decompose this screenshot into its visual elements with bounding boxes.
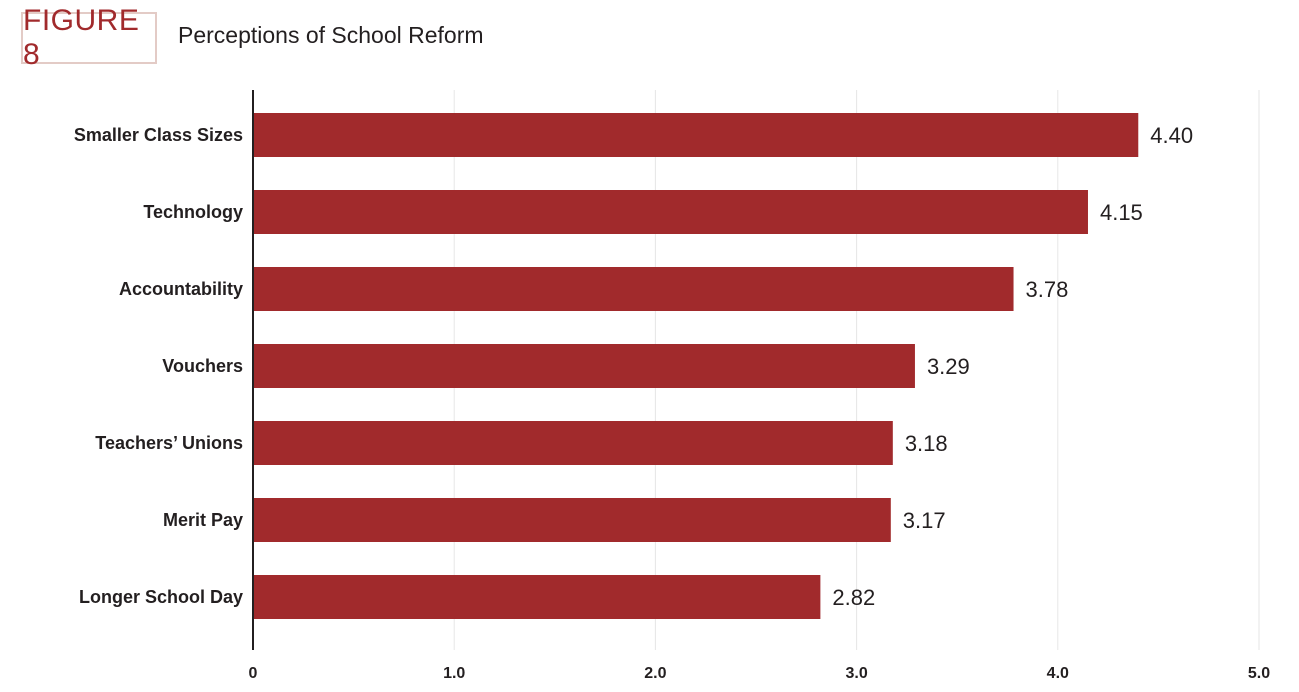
x-tick-label: 0 <box>249 665 258 682</box>
value-label: 3.18 <box>905 431 948 456</box>
figure-badge: FIGURE 8 <box>21 4 157 71</box>
category-label: Smaller Class Sizes <box>74 125 243 145</box>
x-tick-label: 1.0 <box>443 665 465 682</box>
figure-label: FIGURE 8 <box>23 4 140 71</box>
x-tick-label: 5.0 <box>1248 665 1270 682</box>
category-label: Technology <box>143 202 243 222</box>
bar <box>253 575 821 619</box>
category-label: Teachers’ Unions <box>95 433 243 453</box>
bar <box>253 421 893 465</box>
value-label: 3.78 <box>1026 277 1069 302</box>
chart-title: Perceptions of School Reform <box>178 22 484 48</box>
bar <box>253 344 915 388</box>
bar <box>253 267 1014 311</box>
bar <box>253 190 1088 234</box>
x-tick-label: 4.0 <box>1047 665 1069 682</box>
category-label: Accountability <box>119 279 243 299</box>
value-label: 3.17 <box>903 508 946 533</box>
gridlines <box>453 90 1260 650</box>
value-label: 2.82 <box>832 585 875 610</box>
x-tick-label: 3.0 <box>845 665 867 682</box>
bars <box>253 113 1139 619</box>
category-label: Longer School Day <box>79 587 243 607</box>
x-tick-label: 2.0 <box>644 665 666 682</box>
category-label: Vouchers <box>162 356 243 376</box>
value-label: 4.40 <box>1150 123 1193 148</box>
bar <box>253 498 891 542</box>
value-label: 3.29 <box>927 354 970 379</box>
labels: 0 1.0 2.0 3.0 4.0 5.0 Smaller Class Sizes 4.40 T… <box>74 123 1270 682</box>
bar <box>253 113 1139 157</box>
category-label: Merit Pay <box>163 510 243 530</box>
value-label: 4.15 <box>1100 200 1143 225</box>
